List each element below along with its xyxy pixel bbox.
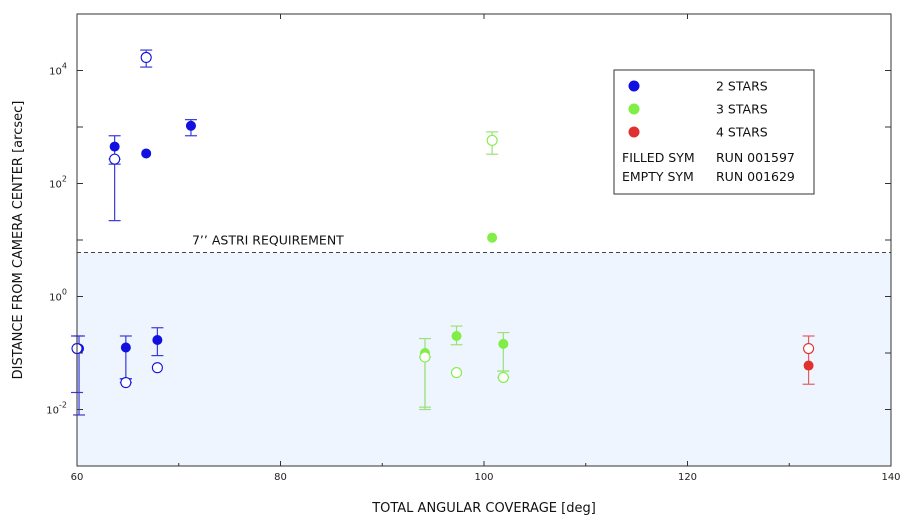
- legend-label: 4 STARS: [716, 125, 768, 140]
- y-tick-label: 10-2: [46, 401, 67, 417]
- legend-note-run: RUN 001597: [716, 150, 795, 165]
- filled-point: [120, 342, 131, 353]
- legend: 2 STARS 3 STARS 4 STARS FILLED SYM RUN 00159…: [613, 69, 815, 195]
- y-tick-label: 104: [49, 62, 67, 78]
- filled-point: [498, 338, 509, 349]
- empty-point: [497, 371, 509, 383]
- filled-point: [141, 148, 152, 159]
- legend-label: 2 STARS: [716, 79, 768, 94]
- filled-point: [803, 360, 814, 371]
- plot-frame: [76, 13, 892, 467]
- x-tick-label: 140: [881, 472, 900, 483]
- legend-marker: [628, 80, 640, 92]
- filled-point: [451, 330, 462, 341]
- legend-note-symbol: FILLED SYM: [622, 150, 695, 165]
- x-tick-label: 120: [678, 472, 697, 483]
- filled-point: [185, 120, 196, 131]
- y-tick-label: 102: [49, 175, 67, 191]
- empty-point: [109, 153, 121, 165]
- x-tick-label: 80: [274, 472, 287, 483]
- empty-point: [486, 134, 498, 146]
- y-tick-label: 100: [49, 288, 67, 304]
- empty-point: [151, 362, 163, 374]
- requirement-region: [77, 252, 891, 466]
- legend-marker: [628, 126, 640, 138]
- filled-point: [487, 232, 498, 243]
- filled-point: [109, 141, 120, 152]
- x-tick-label: 100: [474, 472, 493, 483]
- y-axis-title: DISTANCE FROM CAMERA CENTER [arcsec]: [11, 101, 26, 380]
- x-tick-label: 60: [71, 472, 84, 483]
- empty-point: [450, 367, 463, 379]
- requirement-label: 7’’ ASTRI REQUIREMENT: [192, 233, 344, 248]
- legend-note-symbol: EMPTY SYM: [622, 169, 694, 184]
- filled-point: [152, 334, 163, 345]
- empty-point: [140, 51, 152, 64]
- empty-point: [803, 342, 815, 355]
- x-axis-title: TOTAL ANGULAR COVERAGE [deg]: [371, 501, 596, 516]
- legend-note-run: RUN 001629: [716, 169, 795, 184]
- legend-marker: [628, 103, 640, 115]
- empty-point: [120, 376, 132, 389]
- legend-box: [613, 69, 815, 195]
- empty-point: [419, 351, 431, 363]
- legend-label: 3 STARS: [716, 102, 768, 117]
